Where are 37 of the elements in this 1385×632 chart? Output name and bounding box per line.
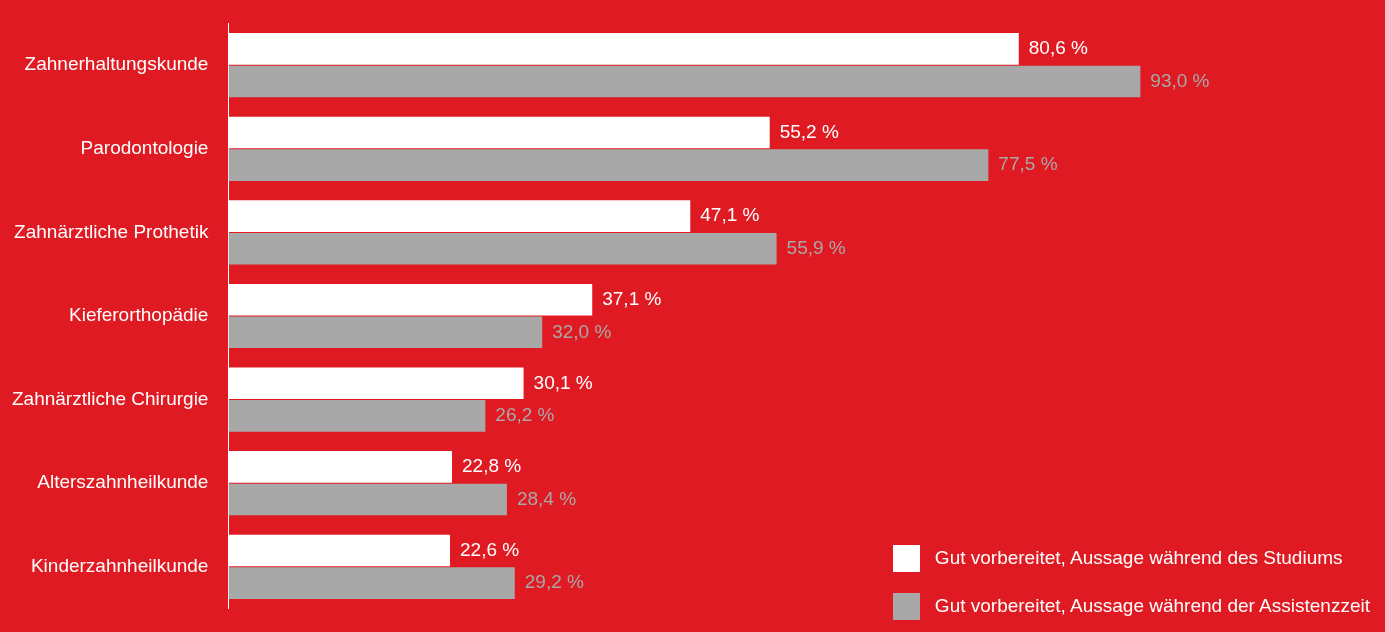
bar [228, 283, 593, 316]
bar [228, 149, 989, 181]
bar [228, 567, 515, 599]
data-label: 28,4 % [516, 487, 577, 509]
bar [228, 116, 770, 149]
y-tick-label: Kieferorthopädie [68, 304, 209, 326]
data-label: 30,1 % [533, 371, 593, 393]
data-label: 32,0 % [552, 320, 612, 342]
data-label: 55,9 % [786, 236, 846, 258]
bar [228, 367, 524, 400]
data-label: 37,1 % [602, 287, 662, 309]
bar [228, 33, 1019, 65]
data-label: 80,6 % [1028, 37, 1089, 59]
data-label: 77,5 % [998, 153, 1058, 175]
bar [228, 65, 1141, 98]
legend-label: Gut vorbereitet, Aussage während der Assistenzzeit [934, 595, 1370, 617]
bar [228, 483, 507, 516]
y-tick-label: Zahnärztliche Prothetik [14, 220, 209, 242]
data-label: 22,6 % [460, 538, 520, 560]
data-label: 22,8 % [461, 455, 522, 477]
data-label: 47,1 % [700, 204, 760, 226]
bar [228, 316, 543, 349]
bar [228, 400, 486, 432]
bar [228, 534, 451, 567]
data-label: 93,0 % [1150, 69, 1210, 91]
y-tick-label: Kinderzahnheilkunde [30, 555, 209, 577]
bar [228, 451, 452, 483]
y-tick-label: Parodontologie [80, 137, 209, 159]
y-tick-label: Alterszahnheilkunde [37, 471, 209, 493]
y-tick-label: Zahnärztliche Chirurgie [12, 387, 209, 409]
bar [228, 232, 777, 265]
bar [228, 200, 691, 232]
data-label: 29,2 % [524, 571, 585, 593]
y-tick-label: Zahnerhaltungskunde [24, 53, 209, 75]
legend-label: Gut vorbereitet, Aussage während des Studiums [934, 547, 1343, 569]
data-label: 26,2 % [495, 404, 555, 426]
data-label: 55,2 % [779, 120, 839, 142]
